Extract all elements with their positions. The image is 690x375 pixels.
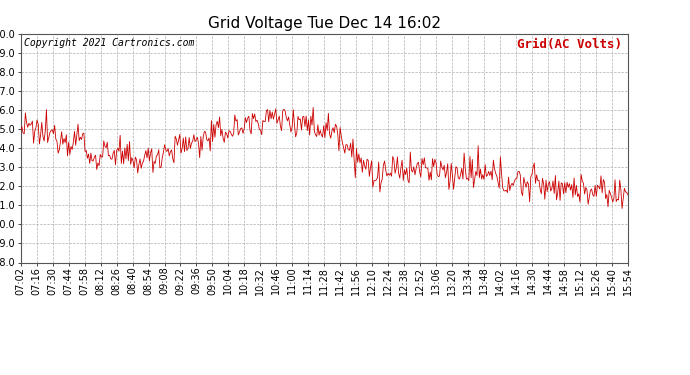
Text: Copyright 2021 Cartronics.com: Copyright 2021 Cartronics.com bbox=[23, 38, 194, 48]
Title: Grid Voltage Tue Dec 14 16:02: Grid Voltage Tue Dec 14 16:02 bbox=[208, 16, 441, 31]
Text: Grid(AC Volts): Grid(AC Volts) bbox=[517, 38, 622, 51]
